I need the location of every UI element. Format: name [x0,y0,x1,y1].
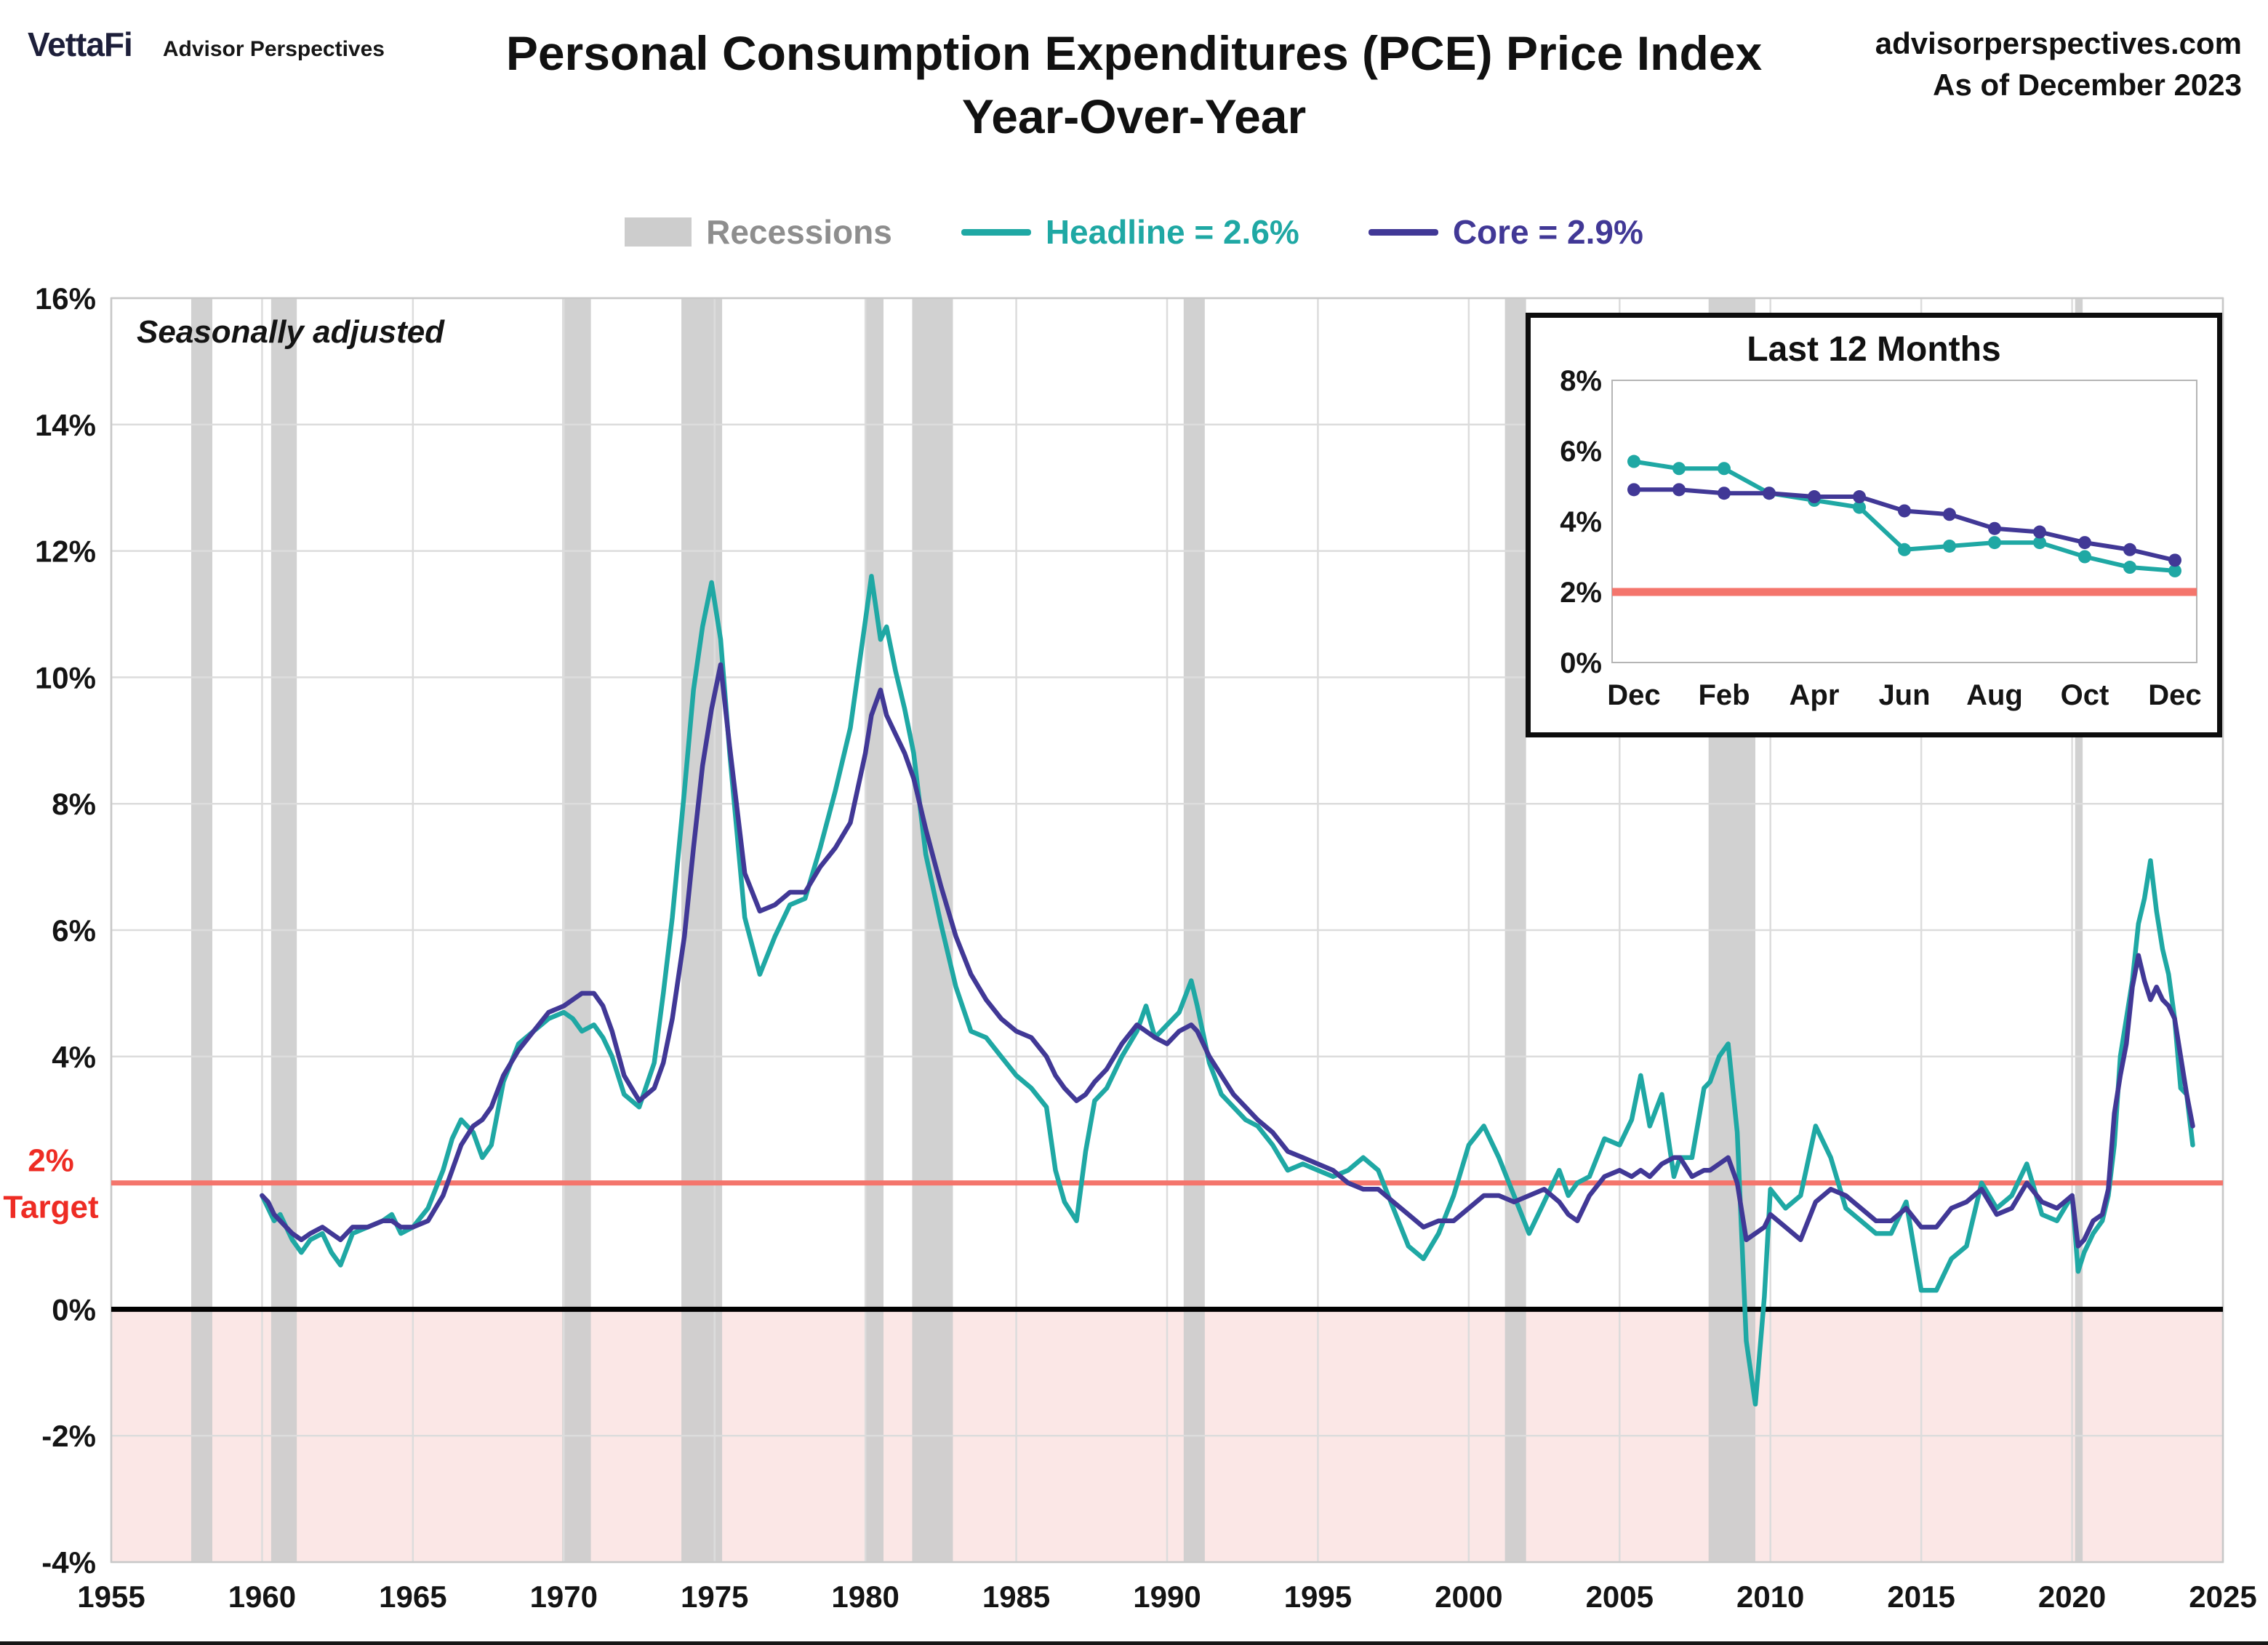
inset-x-tick-label: Dec [2148,679,2201,711]
inset-headline-dot [2078,550,2091,564]
y-tick-label: 12% [35,535,96,569]
inset-headline-dot [1718,462,1731,476]
inset-headline-dot [1943,539,1956,553]
y-tick-label: 0% [52,1292,96,1326]
inset-core-dot [2078,536,2091,550]
x-tick-label: 2000 [1435,1580,1502,1614]
legend-recessions-label: Recessions [706,213,892,251]
inset-core-dot [2123,543,2136,556]
x-tick-label: 1980 [831,1580,899,1614]
inset-core-dot [1808,490,1821,504]
target-tick-label: 2% [28,1143,74,1179]
inset-headline-dot [1853,500,1866,514]
y-tick-label: -2% [41,1419,96,1453]
inset-x-tick-label: Jun [1878,679,1930,711]
x-tick-label: 1990 [1133,1580,1201,1614]
inset-title: Last 12 Months [1747,330,2001,369]
inset-core-dot [1627,483,1640,497]
x-tick-label: 1985 [982,1580,1050,1614]
legend-item-recessions: Recessions [625,212,892,252]
inset-core-dot [2033,525,2046,539]
inset-headline-dot [1988,536,2001,550]
y-tick-label: 8% [52,787,96,821]
inset-core-dot [1672,483,1686,497]
inset-headline-dot [2168,564,2181,577]
x-tick-label: 1995 [1284,1580,1352,1614]
x-tick-label: 2005 [1586,1580,1654,1614]
x-tick-label: 1960 [228,1580,296,1614]
inset-headline-dot [2033,536,2046,550]
x-tick-label: 2015 [1887,1580,1955,1614]
chart-legend: Recessions Headline = 2.6% Core = 2.9% [0,212,2268,252]
y-tick-label: 14% [35,408,96,442]
x-tick-label: 1970 [530,1580,598,1614]
inset-headline-dot [1627,455,1640,468]
bottom-border [0,1641,2268,1645]
y-tick-label: 10% [35,660,96,695]
inset-core-dot [2168,553,2181,567]
legend-core-label: Core = 2.9% [1452,213,1643,251]
y-tick-label: -4% [41,1545,96,1580]
legend-headline-label: Headline = 2.6% [1045,213,1299,251]
inset-x-tick-label: Feb [1698,679,1750,711]
brand-tagline: Advisor Perspectives [162,37,385,61]
seasonally-adjusted-note: Seasonally adjusted [137,314,445,350]
inset-core-dot [1898,504,1911,518]
recession-swatch [625,217,692,247]
y-tick-label: 16% [35,281,96,316]
x-tick-label: 1975 [681,1580,748,1614]
inset-y-tick-label: 2% [1560,577,1602,609]
inset-core-dot [1988,521,2001,535]
title-line-1: Personal Consumption Expenditures (PCE) … [505,26,1763,80]
inset-x-tick-label: Dec [1607,679,1660,711]
inset-y-tick-label: 8% [1560,369,1602,397]
inset-core-dot [1718,487,1731,500]
page-title: Personal Consumption Expenditures (PCE) … [0,22,2268,148]
brand: VettaFi Advisor Perspectives [28,25,385,64]
headline-line [260,574,2195,1407]
inset-headline-dot [1672,462,1686,476]
inset-y-tick-label: 4% [1560,506,1602,538]
legend-item-core: Core = 2.9% [1368,212,1643,252]
target-word-label: Target [3,1190,99,1225]
inset-core-dot [1853,490,1866,504]
header-right: advisorperspectives.com As of December 2… [1875,23,2242,105]
website-text: advisorperspectives.com [1875,26,2242,60]
vettafi-logo: VettaFi [28,25,133,63]
plot-border [110,297,2224,1564]
inset-x-tick-label: Oct [2061,679,2109,711]
y-tick-label: 4% [52,1040,96,1074]
last-12-months-inset: Last 12 Months 0% 2% 4% 6% 8% Dec Feb Apr Jun Aug… [1526,313,2222,737]
inset-x-tick-label: Aug [1966,679,2023,711]
title-line-2: Year-Over-Year [961,89,1307,144]
inset-chart: 0% 2% 4% 6% 8% Dec Feb Apr Jun Aug Oct Dec [1560,369,2202,711]
x-tick-label: 2010 [1736,1580,1804,1614]
inset-y-tick-label: 0% [1560,647,1602,679]
x-tick-label: 2025 [2189,1580,2256,1614]
inset-core-dot [1763,487,1776,500]
inset-y-tick-label: 6% [1560,436,1602,468]
x-tick-label: 2020 [2038,1580,2106,1614]
core-swatch [1368,228,1438,236]
inset-headline-dot [1898,543,1911,556]
core-line [260,662,2195,1249]
inset-core-dot [1943,508,1956,521]
legend-item-headline: Headline = 2.6% [961,212,1299,252]
x-tick-label: 1965 [379,1580,446,1614]
x-tick-label: 1955 [77,1580,145,1614]
inset-headline-dot [2123,561,2136,575]
inset-x-tick-label: Apr [1790,679,1840,711]
inset-plot-border [1611,380,2197,663]
y-tick-label: 6% [52,913,96,948]
as-of-date: As of December 2023 [1933,67,2242,102]
headline-swatch [961,228,1031,236]
